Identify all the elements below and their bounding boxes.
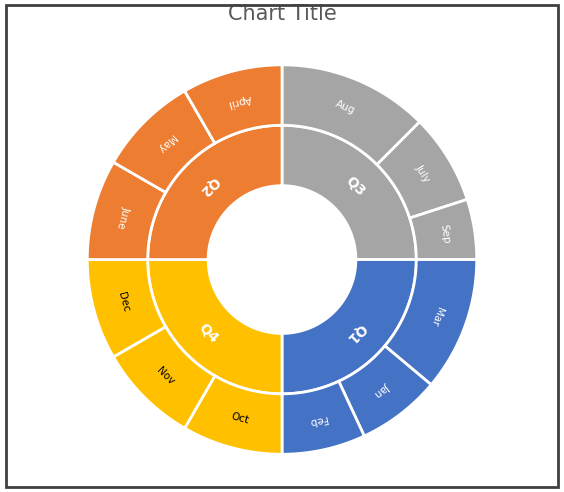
Polygon shape (113, 327, 215, 428)
Polygon shape (148, 260, 282, 394)
Polygon shape (113, 91, 215, 192)
Polygon shape (87, 260, 166, 357)
Text: Dec: Dec (116, 291, 130, 313)
Text: May: May (155, 132, 177, 154)
Polygon shape (385, 260, 477, 385)
Text: Q3: Q3 (343, 173, 368, 198)
Polygon shape (377, 122, 467, 218)
Polygon shape (282, 125, 416, 260)
Text: April: April (227, 92, 252, 109)
Text: Q2: Q2 (196, 173, 221, 199)
Polygon shape (87, 162, 166, 260)
Text: Q1: Q1 (343, 321, 368, 346)
Polygon shape (282, 260, 416, 394)
Text: July: July (413, 163, 431, 184)
Polygon shape (184, 376, 282, 454)
Polygon shape (184, 65, 282, 143)
Text: Oct: Oct (230, 411, 249, 426)
Polygon shape (282, 65, 420, 165)
Title: Chart Title: Chart Title (228, 4, 336, 24)
Polygon shape (339, 346, 431, 436)
Polygon shape (282, 381, 364, 454)
Text: Jan: Jan (373, 381, 391, 399)
Text: Sep: Sep (438, 223, 451, 245)
Circle shape (208, 185, 356, 334)
Text: Feb: Feb (307, 413, 328, 427)
Text: Aug: Aug (334, 99, 356, 116)
Polygon shape (148, 125, 282, 260)
Polygon shape (409, 199, 477, 260)
Text: Nov: Nov (155, 365, 177, 387)
Text: June: June (116, 205, 131, 229)
Text: Q4: Q4 (196, 321, 221, 346)
Text: Mar: Mar (429, 305, 444, 327)
